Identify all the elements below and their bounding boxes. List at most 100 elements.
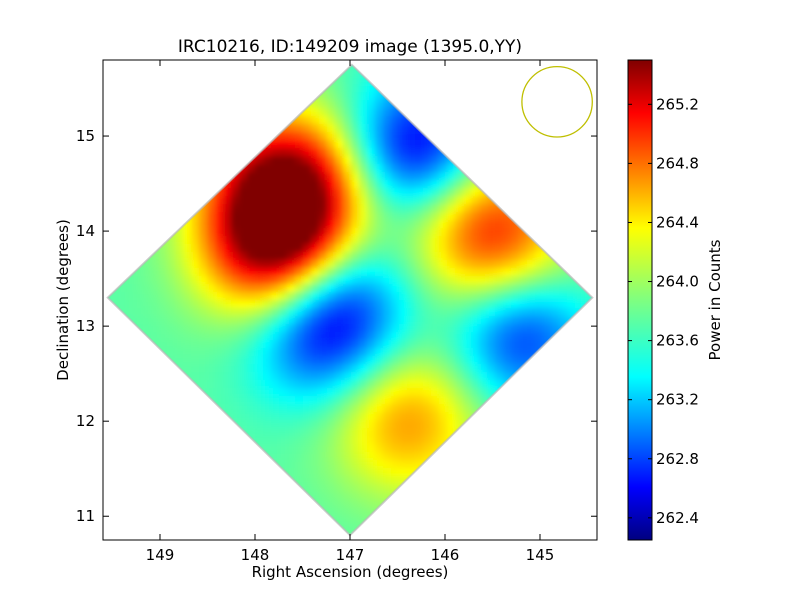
heatmap-cell bbox=[519, 284, 528, 293]
heatmap-cell bbox=[487, 172, 496, 181]
heatmap-cell bbox=[415, 484, 424, 493]
heatmap-cell bbox=[463, 252, 472, 261]
heatmap-cell bbox=[479, 92, 488, 101]
heatmap-cell bbox=[191, 92, 200, 101]
heatmap-cell bbox=[367, 404, 376, 413]
heatmap-cell bbox=[143, 148, 152, 157]
heatmap-cell bbox=[391, 380, 400, 389]
heatmap-cell bbox=[575, 156, 584, 165]
heatmap-cell bbox=[423, 244, 432, 253]
heatmap-cell bbox=[543, 396, 552, 405]
heatmap-cell bbox=[351, 68, 360, 77]
heatmap-cell bbox=[175, 172, 184, 181]
heatmap-cell bbox=[439, 76, 448, 85]
heatmap-cell bbox=[455, 372, 464, 381]
heatmap-cell bbox=[479, 116, 488, 125]
heatmap-cell bbox=[271, 116, 280, 125]
heatmap-cell bbox=[183, 364, 192, 373]
heatmap-cell bbox=[463, 356, 472, 365]
heatmap-cell bbox=[471, 164, 480, 173]
heatmap-cell bbox=[327, 428, 336, 437]
heatmap-cell bbox=[135, 380, 144, 389]
heatmap-cell bbox=[263, 68, 272, 77]
heatmap-cell bbox=[367, 244, 376, 253]
heatmap-cell bbox=[183, 452, 192, 461]
heatmap-cell bbox=[399, 156, 408, 165]
heatmap-cell bbox=[359, 236, 368, 245]
heatmap-cell bbox=[287, 84, 296, 93]
heatmap-cell bbox=[519, 404, 528, 413]
heatmap-cell bbox=[351, 228, 360, 237]
heatmap-cell bbox=[295, 420, 304, 429]
heatmap-cell bbox=[591, 252, 593, 261]
heatmap-cell bbox=[335, 332, 344, 341]
heatmap-cell bbox=[183, 516, 192, 525]
heatmap-cell bbox=[279, 116, 288, 125]
heatmap-cell bbox=[335, 64, 344, 69]
heatmap-cell bbox=[335, 356, 344, 365]
heatmap-cell bbox=[375, 324, 384, 333]
heatmap-cell bbox=[271, 308, 280, 317]
heatmap-cell bbox=[431, 196, 440, 205]
heatmap-cell bbox=[335, 460, 344, 469]
heatmap-cell bbox=[591, 64, 593, 69]
heatmap-cell bbox=[303, 316, 312, 325]
heatmap-cell bbox=[487, 108, 496, 117]
heatmap-cell bbox=[567, 196, 576, 205]
heatmap-cell bbox=[151, 356, 160, 365]
heatmap-cell bbox=[471, 268, 480, 277]
heatmap-cell bbox=[191, 364, 200, 373]
heatmap-cell bbox=[535, 148, 544, 157]
heatmap-cell bbox=[431, 372, 440, 381]
heatmap-cell bbox=[495, 492, 504, 501]
heatmap-cell bbox=[455, 500, 464, 509]
heatmap-cell bbox=[335, 284, 344, 293]
heatmap-cell bbox=[239, 188, 248, 197]
heatmap-cell bbox=[327, 492, 336, 501]
heatmap-cell bbox=[527, 292, 536, 301]
heatmap-cell bbox=[447, 284, 456, 293]
heatmap-cell bbox=[495, 348, 504, 357]
heatmap-cell bbox=[551, 188, 560, 197]
heatmap-cell bbox=[327, 220, 336, 229]
heatmap-cell bbox=[527, 436, 536, 445]
heatmap-cell bbox=[463, 460, 472, 469]
heatmap-cell bbox=[535, 212, 544, 221]
heatmap-cell bbox=[319, 324, 328, 333]
heatmap-cell bbox=[247, 76, 256, 85]
heatmap-cell bbox=[247, 332, 256, 341]
heatmap-cell bbox=[351, 84, 360, 93]
heatmap-cell bbox=[391, 172, 400, 181]
heatmap-cell bbox=[575, 340, 584, 349]
heatmap-cell bbox=[367, 524, 376, 533]
heatmap-cell bbox=[487, 524, 496, 533]
heatmap-cell bbox=[127, 484, 136, 493]
heatmap-cell bbox=[431, 172, 440, 181]
heatmap-cell bbox=[175, 476, 184, 485]
heatmap-cell bbox=[279, 100, 288, 109]
heatmap-cell bbox=[535, 76, 544, 85]
heatmap-cell bbox=[383, 108, 392, 117]
heatmap-cell bbox=[311, 148, 320, 157]
heatmap-cell bbox=[239, 372, 248, 381]
heatmap-cell bbox=[311, 84, 320, 93]
heatmap-cell bbox=[271, 268, 280, 277]
heatmap-cell bbox=[151, 396, 160, 405]
heatmap-cell bbox=[455, 100, 464, 109]
heatmap-cell bbox=[287, 132, 296, 141]
heatmap-cell bbox=[183, 244, 192, 253]
heatmap-cell bbox=[175, 148, 184, 157]
heatmap-cell bbox=[391, 428, 400, 437]
heatmap-cell bbox=[591, 228, 593, 237]
heatmap-cell bbox=[247, 500, 256, 509]
heatmap-cell bbox=[423, 284, 432, 293]
heatmap-cell bbox=[223, 532, 232, 536]
heatmap-cell bbox=[463, 452, 472, 461]
heatmap-cell bbox=[375, 268, 384, 277]
heatmap-cell bbox=[175, 452, 184, 461]
heatmap-cell bbox=[431, 412, 440, 421]
heatmap-cell bbox=[367, 140, 376, 149]
heatmap-cell bbox=[591, 268, 593, 277]
heatmap-cell bbox=[455, 132, 464, 141]
heatmap-cell bbox=[479, 252, 488, 261]
